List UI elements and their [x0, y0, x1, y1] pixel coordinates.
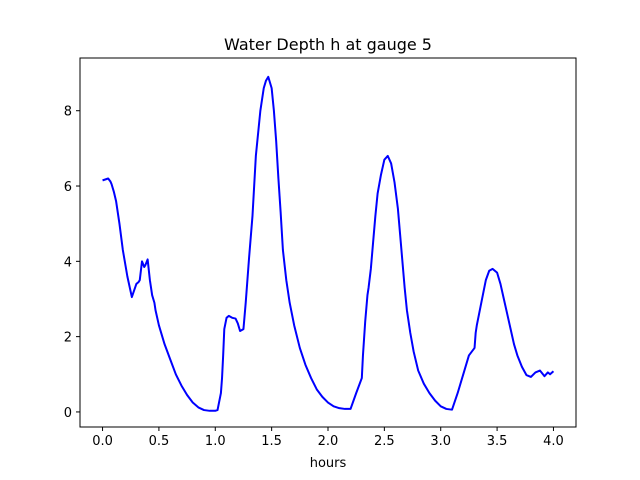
y-tick-label: 4: [64, 255, 72, 270]
series-line-0: [102, 75, 555, 412]
y-tick-label: 6: [64, 180, 72, 195]
x-axis-label: hours: [310, 456, 347, 471]
x-tick-label: 3.0: [430, 434, 451, 449]
x-tick-label: 0.5: [149, 434, 170, 449]
x-tick-label: 3.5: [487, 434, 508, 449]
chart-title: Water Depth h at gauge 5: [224, 35, 432, 54]
y-tick-label: 2: [64, 331, 72, 346]
plot-area: 0.0 0.5 1.0 1.5 2.0 2.5 3.0 3.5 4.0 0 2 4 6 8: [64, 57, 577, 449]
x-tick-label: 4.0: [543, 434, 564, 449]
y-tick-label: 0: [64, 406, 72, 421]
x-tick-label: 1.0: [205, 434, 226, 449]
x-tick-label: 1.5: [261, 434, 282, 449]
y-tick-label: 8: [64, 105, 72, 120]
x-tick-label: 0.0: [92, 434, 113, 449]
x-tick-label: 2.5: [374, 434, 395, 449]
x-tick-label: 2.0: [318, 434, 339, 449]
